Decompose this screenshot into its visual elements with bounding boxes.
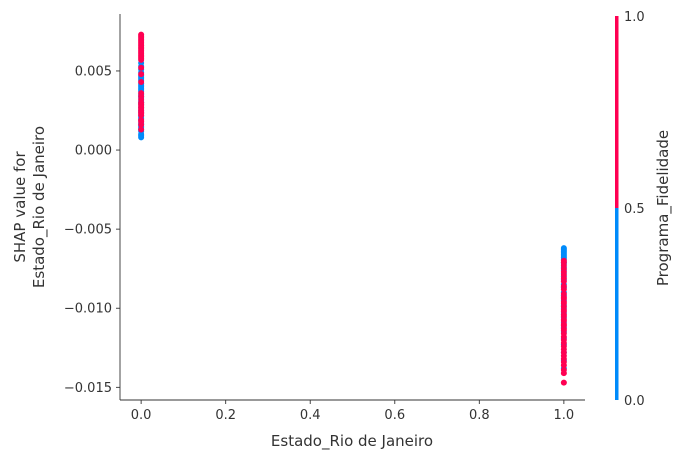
y-axis-title-line-2: Estado_Rio de Janeiro [30,126,49,288]
data-point-1-75 [560,379,567,386]
x-tick-label: 0.4 [300,408,321,423]
colorbar-tick-label: 1.0 [624,10,645,25]
colorbar-tick-label: 0.0 [624,394,645,409]
y-axis-title: SHAP value for Estado_Rio de Janeiro [11,126,49,288]
x-tick-label: 0.6 [384,408,405,423]
colorbar-label: Programa_Fidelidade [654,130,673,286]
y-axis-title-line-1: SHAP value for [11,151,29,263]
y-tick-label: −0.005 [64,223,112,238]
colorbar [615,16,619,400]
data-point-1-43 [560,278,567,285]
data-point-1-16 [138,56,145,63]
x-ticks: 0.0 0.2 0.4 0.6 0.8 1.0 [131,400,574,423]
data-point-1-35 [138,126,145,133]
y-ticks: 0.005 0.000 −0.005 −0.010 −0.015 [64,64,120,396]
colorbar-ticks: 1.0 0.5 0.0 [624,10,645,409]
data-point-1-17 [138,64,145,71]
x-tick-label: 0.0 [131,408,152,423]
x-axis-title: Estado_Rio de Janeiro [271,432,433,451]
y-tick-label: −0.015 [64,381,112,396]
y-tick-label: 0.000 [75,144,112,159]
x-tick-label: 0.8 [469,408,490,423]
data-point-1-74 [560,370,567,377]
data-point-1-19 [138,79,145,86]
x-tick-label: 1.0 [554,408,575,423]
data-point-1-34 [138,121,145,128]
data-point-1-31 [138,112,145,119]
data-point-1-45 [560,286,567,293]
y-tick-label: 0.005 [75,64,112,79]
x-tick-label: 0.2 [215,408,236,423]
data-point-0-35 [138,134,145,141]
y-tick-label: −0.010 [64,302,112,317]
colorbar-tick-label: 0.5 [624,202,645,217]
data-point-1-72 [560,362,567,369]
scatter-points [138,31,567,386]
data-point-1-18 [138,71,145,78]
